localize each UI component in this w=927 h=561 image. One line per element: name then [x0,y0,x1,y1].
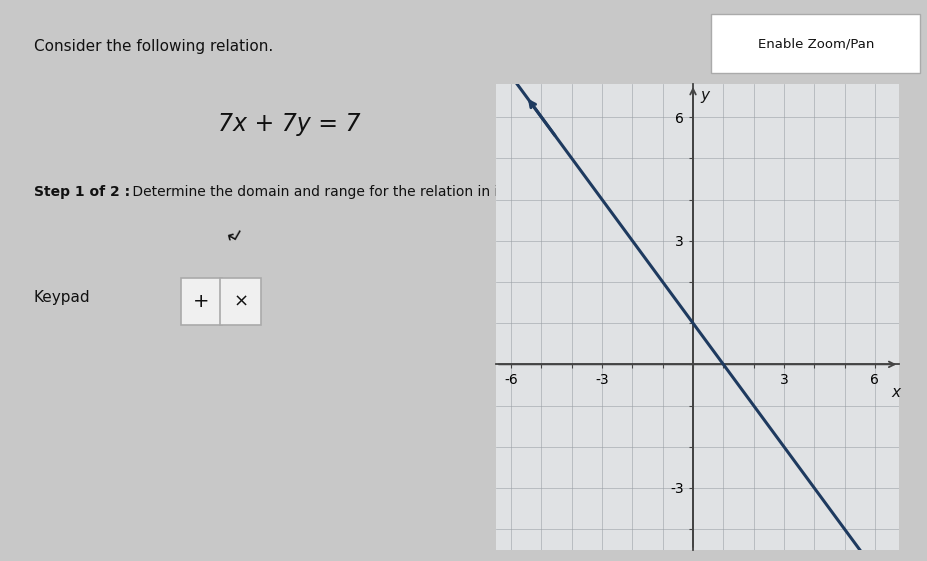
FancyBboxPatch shape [181,278,222,325]
Text: Step 1 of 2 :: Step 1 of 2 : [33,185,134,199]
Text: y: y [701,88,709,103]
Text: Keypad: Keypad [33,290,90,305]
Text: x: x [892,385,901,400]
Text: ×: × [234,293,248,311]
Text: Determine the domain and range for the relation in interval notation.: Determine the domain and range for the r… [128,185,614,199]
Text: +: + [193,292,210,311]
Text: Consider the following relation.: Consider the following relation. [33,39,273,54]
FancyBboxPatch shape [221,278,261,325]
FancyBboxPatch shape [711,14,921,73]
Text: Enable Zoom/Pan: Enable Zoom/Pan [757,37,874,50]
Text: ↲: ↲ [220,226,243,251]
Text: 7x + 7y = 7: 7x + 7y = 7 [218,112,361,136]
